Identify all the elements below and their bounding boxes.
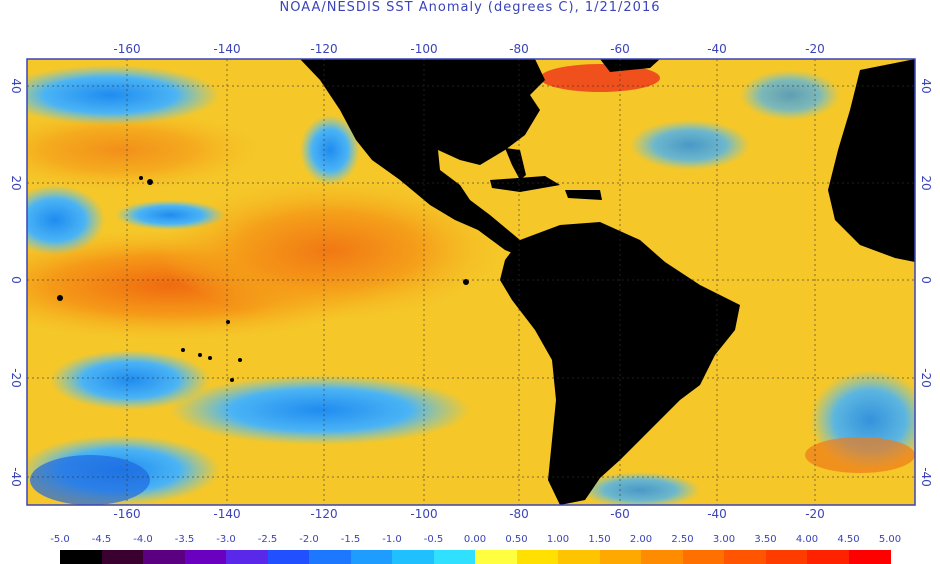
legend-swatch <box>184 550 227 564</box>
legend-swatch <box>599 550 642 564</box>
africa-landmass <box>828 59 915 262</box>
lon-tick-top: -100 <box>410 42 438 56</box>
lon-tick-top: -140 <box>213 42 241 56</box>
lon-tick-top: -20 <box>805 42 825 56</box>
legend-tick-label: -3.0 <box>216 534 236 545</box>
legend-tick-label: 0.50 <box>505 534 528 545</box>
legend-tick-label: 4.50 <box>837 534 860 545</box>
legend-tick-label: 2.50 <box>671 534 694 545</box>
lon-tick-top: -60 <box>610 42 630 56</box>
cool-anomaly-region <box>27 65 220 125</box>
lat-tick-right: -40 <box>919 467 933 487</box>
lat-tick-left: -20 <box>9 368 23 388</box>
legend-swatch <box>226 550 268 564</box>
legend-swatch <box>724 550 766 564</box>
legend-tick-label: 1.00 <box>546 534 570 545</box>
caribbean-islands <box>490 176 560 192</box>
lat-tick-right: 0 <box>919 276 933 284</box>
legend-swatch <box>475 550 517 564</box>
map-title: NOAA/NESDIS SST Anomaly (degrees C), 1/2… <box>279 0 661 15</box>
legend-tick-label: 4.00 <box>795 534 819 545</box>
legend-tick-label: 2.00 <box>629 534 653 545</box>
legend-tick-label: -0.5 <box>423 534 444 545</box>
lon-tick-top: -80 <box>509 42 529 56</box>
legend-swatch <box>558 550 600 564</box>
legend-tick-label: -4.0 <box>133 534 153 545</box>
legend-swatch <box>641 550 683 564</box>
legend-swatch <box>143 550 185 564</box>
lon-tick-bottom: -100 <box>410 507 438 521</box>
legend-tick-label: 3.00 <box>712 534 736 545</box>
lon-tick-top: -120 <box>310 42 338 56</box>
map-frame <box>26 58 916 506</box>
legend-swatch <box>807 550 849 564</box>
legend-swatch <box>267 550 310 564</box>
legend-tick-label: 3.50 <box>754 534 777 545</box>
lat-tick-left: 40 <box>9 78 23 94</box>
legend-swatch <box>350 550 393 564</box>
legend-swatch <box>309 550 351 564</box>
lat-tick-left: -40 <box>9 467 23 487</box>
lon-tick-bottom: -20 <box>805 507 825 521</box>
legend-tick-label: -1.0 <box>382 534 402 545</box>
lon-tick-bottom: -60 <box>610 507 630 521</box>
legend-swatch <box>392 550 434 564</box>
south-america-landmass <box>500 222 740 505</box>
legend-tick-label: 1.50 <box>588 534 611 545</box>
lat-tick-left: 20 <box>9 175 23 191</box>
lon-tick-bottom: -160 <box>113 507 141 521</box>
lon-tick-top: -40 <box>707 42 727 56</box>
legend-swatch <box>765 550 808 564</box>
legend-tick-label: -2.5 <box>257 534 278 545</box>
legend-tick-label: 5.00 <box>878 534 902 545</box>
north-america-landmass <box>300 59 545 258</box>
legend-swatch <box>516 550 559 564</box>
legend-tick-label: -1.5 <box>340 534 361 545</box>
lat-tick-right: 20 <box>919 175 933 191</box>
legend-swatch <box>848 550 891 564</box>
legend-tick-label: -3.5 <box>174 534 195 545</box>
lon-tick-top: -160 <box>113 42 141 56</box>
lon-tick-bottom: -80 <box>509 507 529 521</box>
lat-tick-right: 40 <box>919 78 933 94</box>
legend-swatch <box>433 550 476 564</box>
legend-swatch <box>60 550 102 564</box>
legend-tick-label: 0.00 <box>463 534 487 545</box>
legend-swatch <box>101 550 144 564</box>
lat-tick-left: 0 <box>9 276 23 284</box>
lon-tick-bottom: -40 <box>707 507 727 521</box>
legend-swatch <box>682 550 725 564</box>
legend-tick-label: -5.0 <box>50 534 70 545</box>
legend-tick-label: -4.5 <box>91 534 112 545</box>
graticule <box>27 59 915 505</box>
lat-tick-right: -20 <box>919 368 933 388</box>
legend-tick-label: -2.0 <box>299 534 319 545</box>
lon-tick-bottom: -140 <box>213 507 241 521</box>
lon-tick-bottom: -120 <box>310 507 338 521</box>
